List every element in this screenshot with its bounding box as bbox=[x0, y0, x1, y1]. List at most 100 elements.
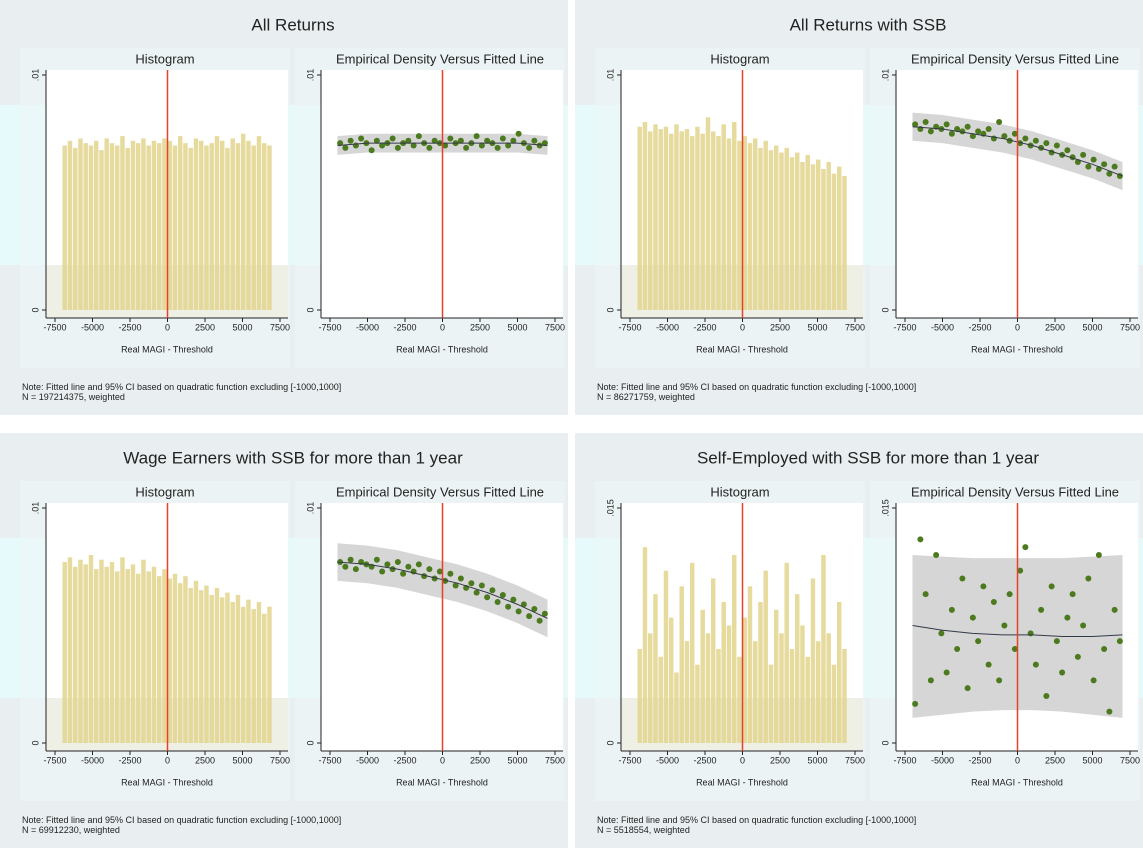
histogram-bar bbox=[94, 569, 99, 743]
note: N = 69912230, weighted bbox=[22, 825, 120, 835]
scatter-point bbox=[405, 563, 412, 570]
histogram-bar bbox=[83, 564, 88, 743]
scatter-point bbox=[985, 126, 992, 133]
scatter-point bbox=[985, 661, 992, 668]
scatter-point bbox=[452, 582, 459, 589]
scatter-point bbox=[1017, 567, 1024, 574]
scatter-point bbox=[1059, 669, 1066, 676]
scatter-point bbox=[933, 552, 940, 558]
histogram-bar bbox=[130, 140, 136, 310]
panel-title: Wage Earners with SSB for more than 1 ye… bbox=[123, 448, 463, 467]
histogram-bar bbox=[737, 656, 742, 743]
y-tick-label: .01 bbox=[605, 69, 615, 82]
histogram-bar bbox=[214, 587, 220, 743]
scatter-point bbox=[394, 559, 401, 566]
histogram-bar bbox=[663, 126, 669, 310]
histogram-bar bbox=[690, 562, 695, 743]
x-tick-label: -5000 bbox=[656, 322, 679, 332]
histogram-bar bbox=[99, 150, 104, 310]
histogram-bar bbox=[779, 152, 784, 310]
scatter-point bbox=[964, 123, 971, 130]
histogram-bar bbox=[695, 664, 700, 743]
scatter-point bbox=[531, 137, 538, 144]
histogram-bar bbox=[684, 641, 690, 743]
histogram-bar bbox=[94, 140, 99, 310]
histogram-bar bbox=[204, 585, 209, 743]
histogram-bar bbox=[831, 173, 837, 310]
histogram-bar bbox=[690, 136, 695, 310]
histogram-bar bbox=[183, 143, 188, 310]
histogram-bar bbox=[763, 140, 768, 310]
histogram-bar bbox=[805, 154, 810, 310]
histogram-bar bbox=[810, 578, 816, 743]
scatter-point bbox=[389, 135, 396, 142]
histogram-bar bbox=[721, 124, 726, 310]
histogram-bar bbox=[774, 145, 779, 310]
histogram-bar bbox=[220, 140, 225, 310]
histogram-bar bbox=[99, 559, 104, 743]
histogram-bar bbox=[763, 570, 768, 743]
x-tick-label: 0 bbox=[165, 755, 170, 765]
histogram-bar bbox=[800, 625, 805, 743]
histogram-bar bbox=[779, 633, 784, 743]
scatter-point bbox=[1101, 646, 1108, 652]
histogram-bar bbox=[88, 145, 94, 310]
scatter-point bbox=[1011, 646, 1018, 652]
x-tick-label: -5000 bbox=[656, 755, 679, 765]
histogram-bar bbox=[837, 166, 842, 310]
note: N = 86271759, weighted bbox=[597, 392, 695, 402]
histogram-bar bbox=[648, 633, 653, 743]
scatter-point bbox=[494, 599, 501, 605]
scatter-point bbox=[1085, 163, 1092, 170]
histogram-bar bbox=[62, 562, 67, 743]
scatter-point bbox=[541, 140, 548, 147]
x-axis-label: Real MAGI - Threshold bbox=[121, 344, 213, 354]
scatter-point bbox=[943, 121, 950, 128]
scatter-point bbox=[1080, 622, 1087, 629]
scatter-point bbox=[510, 137, 517, 144]
histogram-bar bbox=[193, 580, 199, 743]
histogram-bar bbox=[251, 145, 256, 310]
scatter-point bbox=[400, 570, 407, 577]
scatter-point bbox=[379, 568, 386, 575]
y-tick-label: .01 bbox=[30, 69, 40, 82]
x-tick-label: 0 bbox=[1015, 755, 1020, 765]
x-tick-label: 5000 bbox=[1082, 755, 1102, 765]
histogram-bar bbox=[73, 147, 78, 310]
histogram-bar bbox=[178, 583, 183, 743]
histogram-bar bbox=[256, 136, 262, 310]
histogram-bar bbox=[162, 138, 167, 310]
scatter-point bbox=[373, 137, 380, 144]
x-tick-label: -5000 bbox=[81, 322, 104, 332]
histogram-bar bbox=[178, 136, 183, 310]
histogram-bar bbox=[711, 131, 716, 310]
histogram-bar bbox=[795, 594, 800, 743]
histogram-bar bbox=[241, 133, 246, 310]
scatter-point bbox=[405, 137, 412, 144]
scatter-point bbox=[489, 587, 496, 594]
x-tick-label: -5000 bbox=[356, 755, 379, 765]
scatter-point bbox=[1053, 638, 1060, 645]
histogram-bar bbox=[837, 602, 842, 743]
scatter-point bbox=[969, 133, 976, 140]
scatter-point bbox=[536, 617, 543, 624]
scatter-point bbox=[1064, 614, 1071, 621]
scatter-point bbox=[358, 135, 365, 142]
x-tick-label: 0 bbox=[440, 322, 445, 332]
scatter-point bbox=[1116, 638, 1123, 645]
histogram-bar bbox=[251, 609, 256, 743]
histogram-bar bbox=[188, 147, 193, 310]
scatter-point bbox=[1111, 163, 1118, 170]
scatter-point bbox=[352, 566, 359, 573]
scatter-point bbox=[1074, 653, 1081, 660]
histogram-bar bbox=[768, 664, 774, 743]
x-tick-label: 7500 bbox=[270, 322, 290, 332]
x-axis-label: Real MAGI - Threshold bbox=[971, 777, 1063, 787]
x-tick-label: 2500 bbox=[1045, 322, 1065, 332]
scatter-point bbox=[1053, 142, 1060, 149]
scatter-point bbox=[938, 630, 945, 637]
histogram-bar bbox=[73, 566, 78, 743]
histogram-bar bbox=[684, 129, 690, 310]
x-tick-label: -2500 bbox=[968, 322, 991, 332]
y-tick-label: .015 bbox=[880, 499, 890, 517]
